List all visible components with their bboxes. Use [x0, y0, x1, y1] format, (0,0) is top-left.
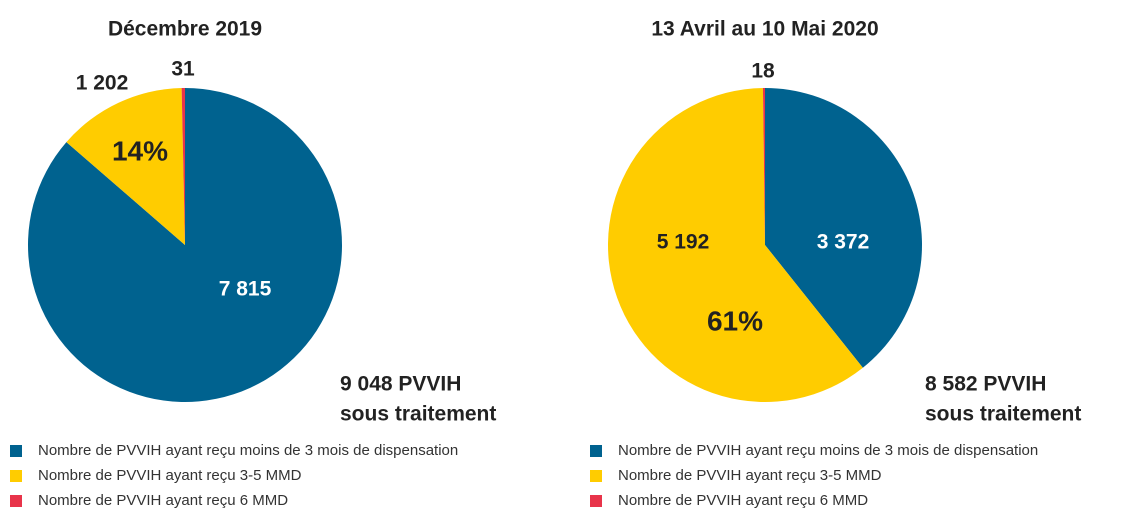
legend-label: Nombre de PVVIH ayant reçu 6 MMD	[618, 492, 868, 509]
pie-slice	[181, 88, 185, 245]
legend-swatch	[590, 495, 602, 507]
legend-label: Nombre de PVVIH ayant reçu moins de 3 mo…	[618, 442, 1038, 459]
legend-label: Nombre de PVVIH ayant reçu 3-5 MMD	[618, 467, 882, 484]
pie-slice	[608, 88, 863, 403]
legend-swatch	[10, 470, 22, 482]
chart-title: Décembre 2019	[108, 18, 262, 41]
data-label: 1 202	[76, 72, 129, 95]
data-label: 31	[171, 58, 195, 81]
legend-label: Nombre de PVVIH ayant reçu 6 MMD	[38, 492, 288, 509]
percent-label: 14%	[112, 135, 168, 166]
pie-slice	[762, 88, 765, 245]
legend-swatch	[10, 445, 22, 457]
percent-label: 61%	[707, 305, 763, 336]
pie-slice	[66, 88, 185, 245]
legend-swatch	[10, 495, 22, 507]
legend-label: Nombre de PVVIH ayant reçu 3-5 MMD	[38, 467, 302, 484]
legend-swatch	[590, 445, 602, 457]
total-label: sous traitement	[925, 403, 1081, 426]
pie-slice	[765, 88, 923, 368]
total-label: 8 582 PVVIH	[925, 373, 1046, 396]
total-label: 9 048 PVVIH	[340, 373, 461, 396]
chart-title: 13 Avril au 10 Mai 2020	[651, 18, 878, 41]
data-label: 3 372	[817, 231, 870, 254]
data-label: 7 815	[219, 278, 272, 301]
legend-label: Nombre de PVVIH ayant reçu moins de 3 mo…	[38, 442, 458, 459]
total-label: sous traitement	[340, 403, 496, 426]
legend-swatch	[590, 470, 602, 482]
data-label: 18	[751, 60, 775, 83]
data-label: 5 192	[657, 231, 710, 254]
